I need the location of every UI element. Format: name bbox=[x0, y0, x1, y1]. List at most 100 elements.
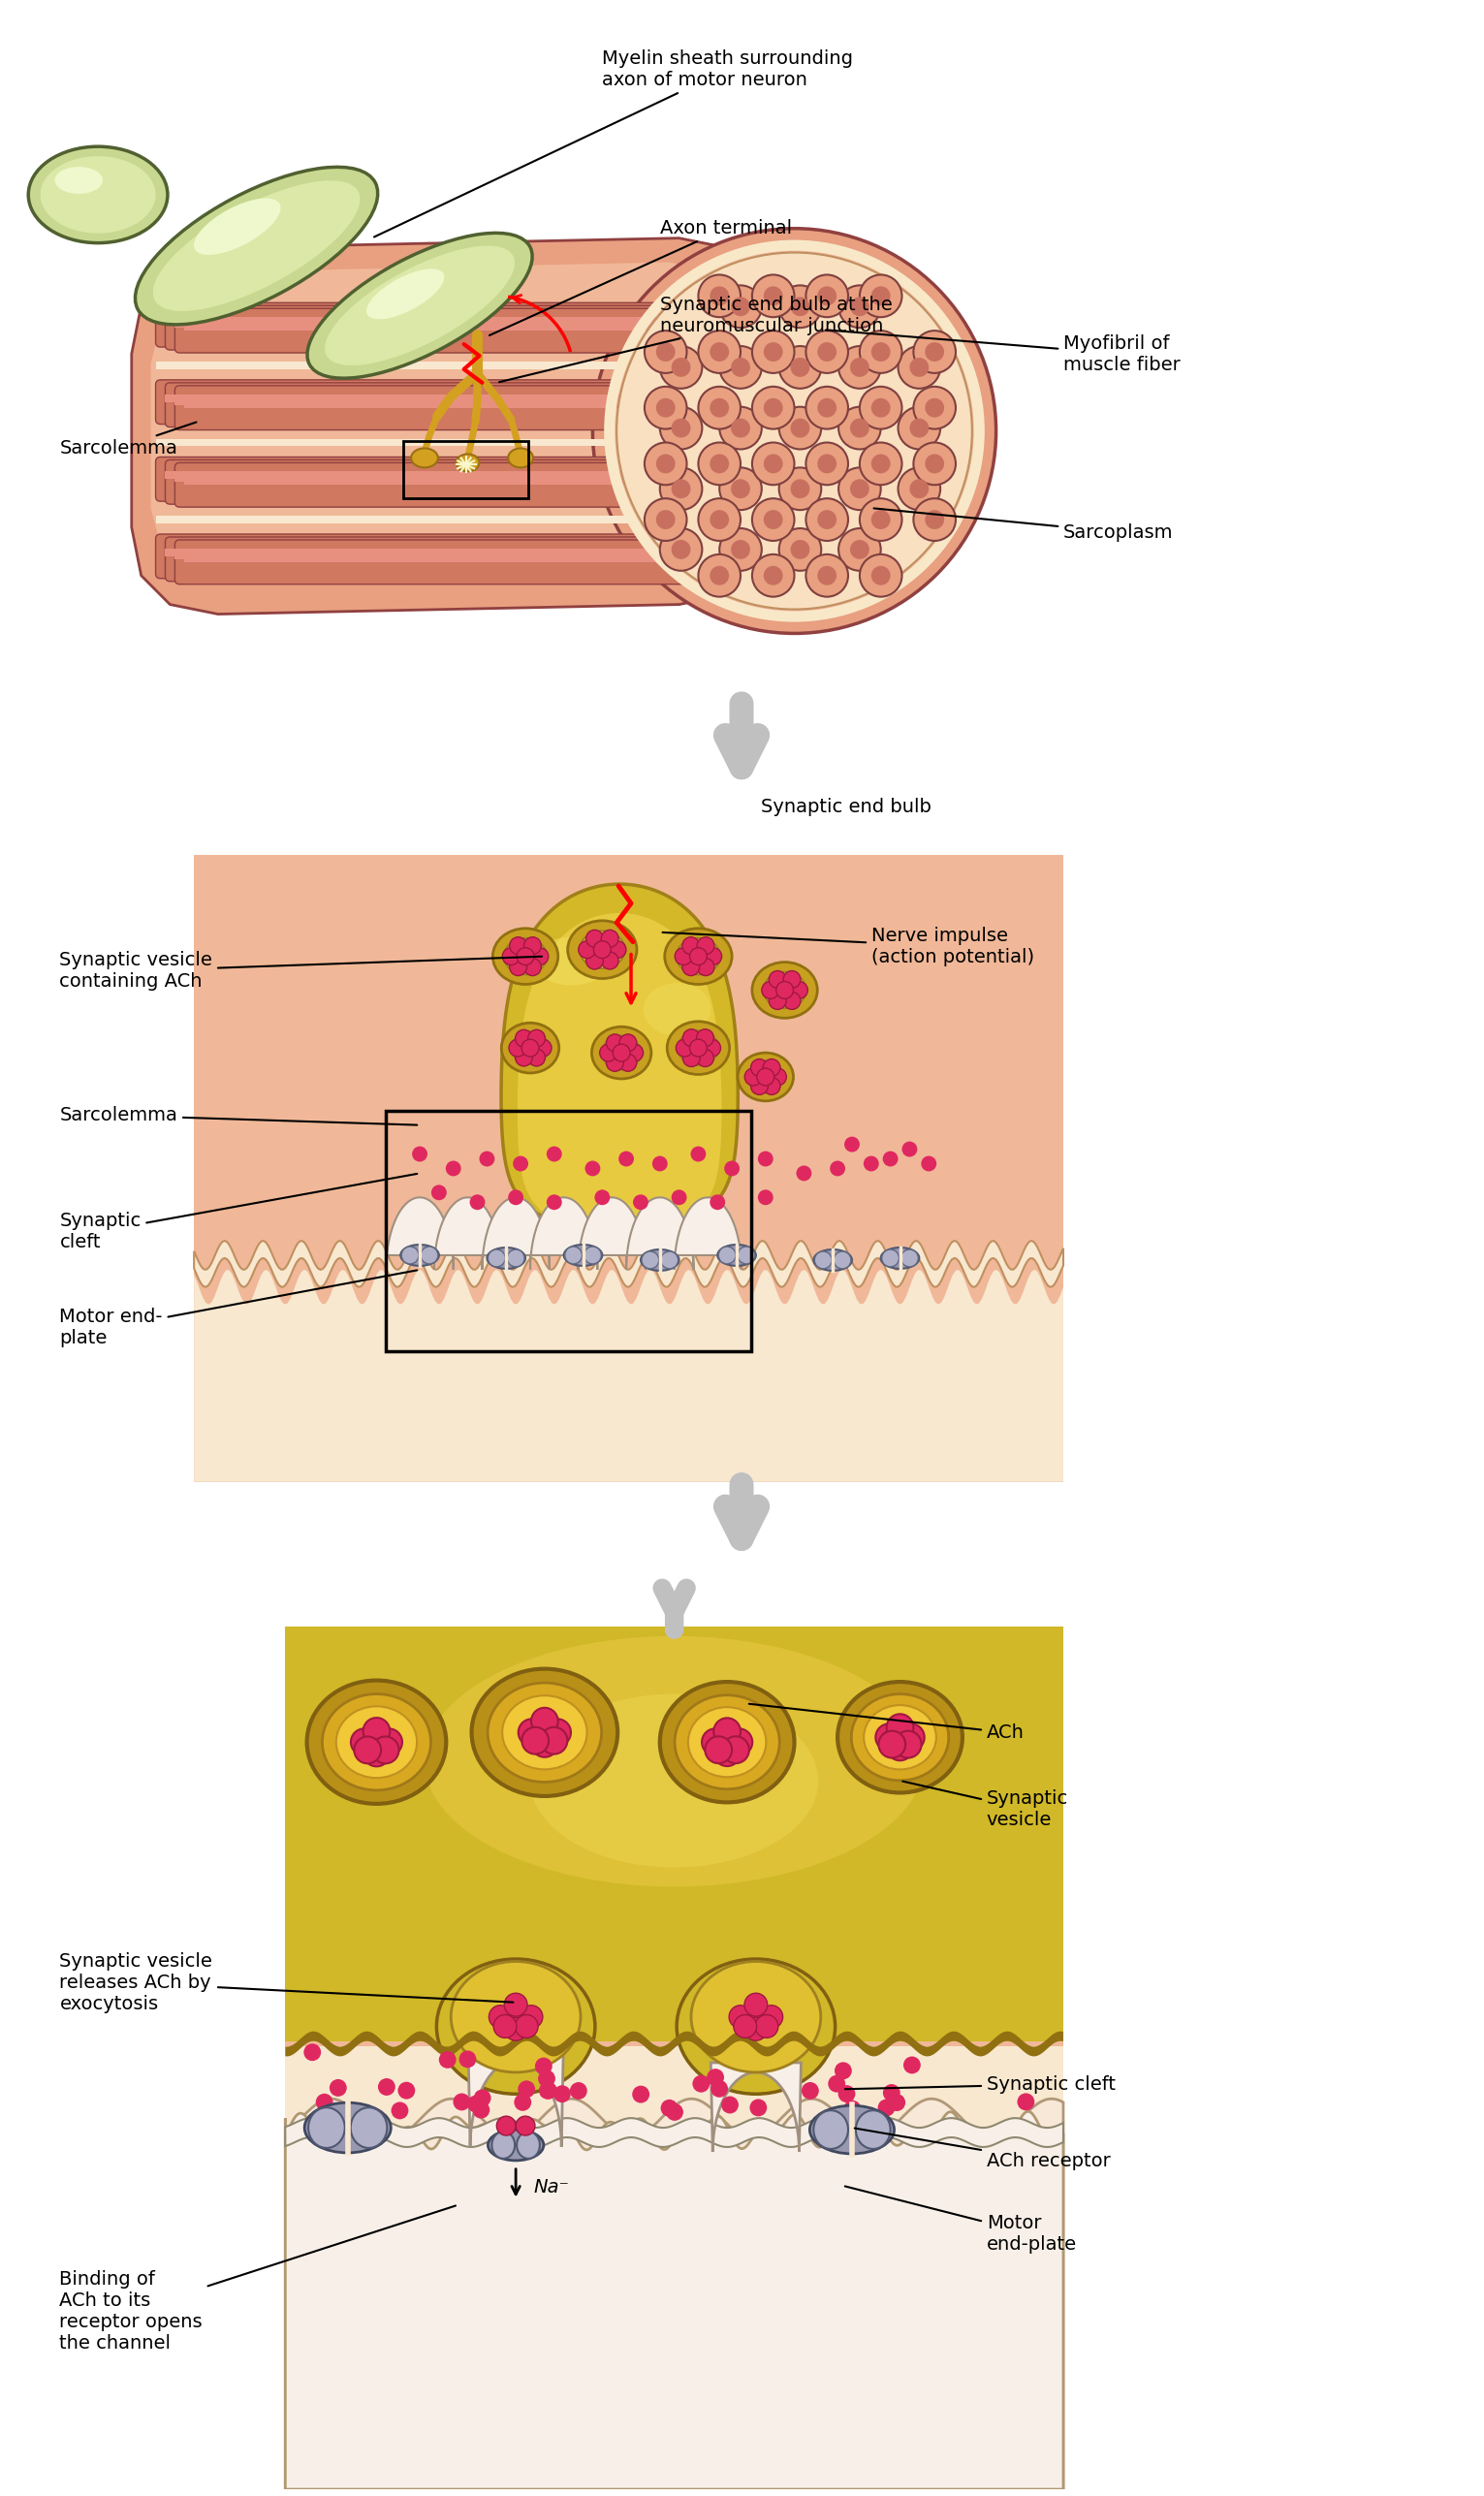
Bar bbox=[175, 552, 703, 559]
Text: Sarcolemma: Sarcolemma bbox=[59, 1106, 417, 1126]
Ellipse shape bbox=[401, 1246, 439, 1265]
Circle shape bbox=[651, 1156, 668, 1171]
Circle shape bbox=[671, 539, 690, 559]
Ellipse shape bbox=[304, 2102, 390, 2154]
Bar bbox=[184, 554, 712, 562]
Circle shape bbox=[732, 479, 751, 499]
Circle shape bbox=[697, 958, 714, 976]
Ellipse shape bbox=[748, 1061, 784, 1093]
Ellipse shape bbox=[367, 270, 444, 319]
Circle shape bbox=[699, 499, 741, 542]
Ellipse shape bbox=[864, 1705, 936, 1770]
Text: Synaptic vesicle
releases ACh by
exocytosis: Synaptic vesicle releases ACh by exocyto… bbox=[59, 1952, 513, 2014]
Circle shape bbox=[531, 1730, 558, 1757]
Circle shape bbox=[720, 285, 761, 327]
Circle shape bbox=[850, 297, 870, 317]
Circle shape bbox=[732, 357, 751, 377]
Circle shape bbox=[758, 1151, 773, 1166]
Circle shape bbox=[316, 2094, 332, 2112]
Circle shape bbox=[706, 2069, 724, 2087]
Circle shape bbox=[779, 467, 821, 509]
Bar bbox=[184, 322, 712, 329]
Ellipse shape bbox=[692, 1962, 821, 2072]
Polygon shape bbox=[285, 2112, 1064, 2489]
Ellipse shape bbox=[592, 230, 996, 634]
Circle shape bbox=[760, 2004, 784, 2029]
Ellipse shape bbox=[718, 1246, 736, 1263]
Circle shape bbox=[871, 399, 890, 417]
Bar bbox=[404, 442, 528, 499]
Polygon shape bbox=[194, 1241, 1064, 1288]
Ellipse shape bbox=[815, 1250, 833, 1268]
Circle shape bbox=[895, 1730, 922, 1757]
Circle shape bbox=[745, 1068, 761, 1086]
Ellipse shape bbox=[592, 1026, 651, 1078]
Circle shape bbox=[439, 2052, 456, 2069]
Ellipse shape bbox=[660, 1682, 794, 1802]
Circle shape bbox=[720, 529, 761, 572]
Circle shape bbox=[709, 399, 729, 417]
Bar bbox=[285, 1627, 1064, 2489]
Circle shape bbox=[619, 1151, 634, 1166]
Circle shape bbox=[844, 1136, 859, 1153]
Circle shape bbox=[806, 554, 849, 597]
Text: Nerve impulse
(action potential): Nerve impulse (action potential) bbox=[662, 926, 1034, 966]
Ellipse shape bbox=[456, 454, 479, 472]
Circle shape bbox=[607, 1053, 623, 1071]
Circle shape bbox=[453, 2094, 470, 2112]
Circle shape bbox=[508, 1191, 524, 1206]
Circle shape bbox=[660, 529, 702, 572]
Circle shape bbox=[910, 357, 929, 377]
Circle shape bbox=[758, 1191, 773, 1206]
Circle shape bbox=[601, 931, 619, 948]
Circle shape bbox=[910, 479, 929, 499]
Circle shape bbox=[714, 1717, 741, 1745]
Circle shape bbox=[902, 1141, 917, 1156]
Ellipse shape bbox=[472, 1670, 617, 1797]
Text: Na⁻: Na⁻ bbox=[533, 2179, 568, 2196]
Circle shape bbox=[761, 981, 779, 998]
Circle shape bbox=[329, 2079, 347, 2097]
Circle shape bbox=[732, 539, 751, 559]
Circle shape bbox=[607, 1033, 623, 1051]
Ellipse shape bbox=[28, 147, 168, 242]
Circle shape bbox=[752, 442, 794, 484]
Ellipse shape bbox=[322, 1695, 430, 1790]
Bar bbox=[156, 439, 703, 447]
Circle shape bbox=[528, 1031, 545, 1048]
Circle shape bbox=[432, 1186, 447, 1201]
Circle shape bbox=[752, 275, 794, 317]
Circle shape bbox=[784, 991, 800, 1008]
Circle shape bbox=[509, 1038, 527, 1056]
Circle shape bbox=[671, 1191, 687, 1206]
Circle shape bbox=[505, 1994, 527, 2017]
Circle shape bbox=[513, 1156, 528, 1171]
Circle shape bbox=[883, 2084, 901, 2102]
Circle shape bbox=[779, 529, 821, 572]
Polygon shape bbox=[285, 2032, 1064, 2057]
Circle shape bbox=[619, 1033, 637, 1051]
Ellipse shape bbox=[508, 1250, 524, 1268]
Text: Binding of
ACh to its
receptor opens
the channel: Binding of ACh to its receptor opens the… bbox=[59, 2206, 456, 2351]
Ellipse shape bbox=[516, 2132, 540, 2159]
Circle shape bbox=[749, 2099, 767, 2117]
Circle shape bbox=[697, 936, 714, 953]
Polygon shape bbox=[674, 1198, 742, 1270]
Circle shape bbox=[925, 509, 944, 529]
Circle shape bbox=[699, 442, 741, 484]
Circle shape bbox=[720, 407, 761, 449]
Text: Synaptic
cleft: Synaptic cleft bbox=[59, 1173, 417, 1250]
Text: ACh: ACh bbox=[749, 1705, 1024, 1742]
Circle shape bbox=[522, 1727, 549, 1755]
Circle shape bbox=[534, 1038, 552, 1056]
Circle shape bbox=[398, 2082, 416, 2099]
Circle shape bbox=[660, 467, 702, 509]
Circle shape bbox=[752, 387, 794, 429]
Circle shape bbox=[518, 2082, 536, 2097]
Circle shape bbox=[516, 948, 534, 966]
Circle shape bbox=[524, 936, 542, 953]
Ellipse shape bbox=[901, 1250, 919, 1268]
Circle shape bbox=[806, 442, 849, 484]
Ellipse shape bbox=[665, 929, 732, 983]
Circle shape bbox=[864, 1156, 879, 1171]
